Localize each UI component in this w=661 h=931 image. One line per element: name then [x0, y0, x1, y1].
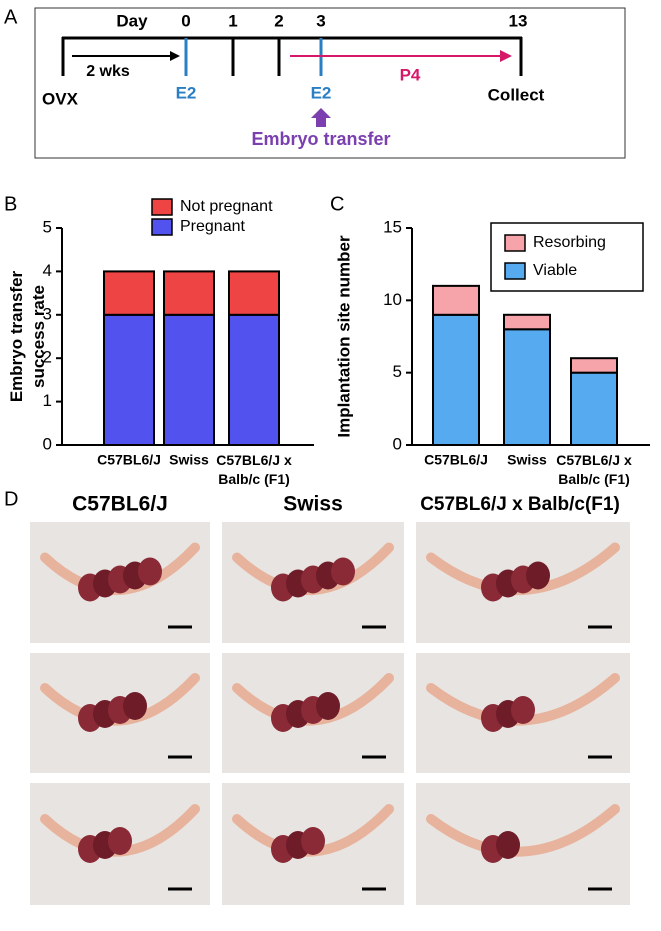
- end-label: Collect: [488, 85, 545, 104]
- bar-segment: [432, 284, 480, 316]
- y-tick-label: 5: [43, 217, 52, 236]
- bar-segment: [570, 371, 618, 446]
- legend-swatch: [504, 234, 526, 252]
- day: 1: [228, 11, 237, 30]
- e2-label: E2: [176, 83, 197, 102]
- interval: 2 wks: [86, 63, 130, 80]
- bar-segment: [228, 313, 280, 446]
- day: 2: [274, 11, 283, 30]
- y-axis-label: Implantation site number: [334, 235, 353, 438]
- day: 3: [316, 11, 325, 30]
- panel-frame: [34, 7, 626, 159]
- uterus: [426, 804, 620, 857]
- chart: 0 5 10 15 Implantation site number C57BL6/J Sw…: [334, 217, 650, 487]
- embryo: [526, 561, 550, 590]
- bar-segment: [432, 313, 480, 446]
- embryo: [123, 692, 147, 720]
- bar-segment: [228, 270, 280, 316]
- embryo: [316, 692, 340, 720]
- y-axis-label: Embryo transfer success rate: [7, 270, 48, 402]
- y-tick-label: 4: [43, 261, 52, 280]
- legend-swatch: [151, 198, 173, 216]
- y-tick-label: 0: [393, 434, 402, 453]
- embryo: [301, 827, 325, 855]
- legend-frame: [490, 222, 644, 292]
- x-tick-label: C57BL6/J x Balb/c (F1): [216, 452, 292, 487]
- y-tick-label: 2: [43, 348, 52, 367]
- photo: [30, 783, 210, 905]
- photo-bg: [416, 783, 630, 905]
- embryo: [138, 557, 162, 586]
- embryo: [331, 557, 355, 586]
- y-tick-label: 15: [383, 217, 402, 236]
- legend-label: Resorbing: [533, 234, 606, 251]
- start-label: OVX: [42, 89, 79, 108]
- photo-header: Swiss: [283, 493, 343, 516]
- day-label: Day: [116, 11, 148, 30]
- legend-label: Pregnant: [180, 218, 245, 235]
- x-tick-label: C57BL6/J: [97, 452, 161, 468]
- x-tick-label: C57BL6/J: [424, 452, 488, 468]
- panel-label: D: [4, 488, 18, 510]
- y-tick-label: 3: [43, 304, 52, 323]
- panel-label: C: [330, 193, 344, 215]
- day: 13: [509, 11, 528, 30]
- photo: [222, 653, 404, 773]
- bar-segment: [503, 313, 551, 331]
- p4-label: P4: [400, 65, 421, 84]
- bar-segment: [103, 270, 155, 316]
- panel-label: B: [4, 193, 17, 215]
- bar-segment: [163, 313, 215, 446]
- bar-segment: [503, 328, 551, 446]
- panel-label: A: [4, 6, 18, 28]
- legend-label: Not pregnant: [180, 198, 273, 215]
- photo-header: C57BL6/J x Balb/c(F1): [420, 494, 620, 515]
- photo-header: C57BL6/J: [72, 493, 168, 516]
- bar-segment: [163, 270, 215, 316]
- timeline: [61, 36, 523, 127]
- e2-label: E2: [311, 83, 332, 102]
- x-tick-label: Swiss: [169, 452, 209, 468]
- legend-label: Viable: [533, 262, 577, 279]
- photo: [416, 783, 630, 905]
- y-tick-label: 10: [383, 290, 402, 309]
- x-tick-label: Swiss: [507, 452, 547, 468]
- chart: 0 1 2 3 4 5 Embryo transfer success rate C57BL6/…: [7, 198, 314, 487]
- photo: [416, 653, 630, 773]
- photo: [30, 522, 210, 643]
- day: 0: [181, 11, 190, 30]
- legend-swatch: [504, 262, 526, 280]
- legend-swatch: [151, 218, 173, 236]
- x-tick-label: C57BL6/J x Balb/c (F1): [556, 452, 632, 487]
- bar-segment: [103, 313, 155, 446]
- y-tick-label: 5: [393, 362, 402, 381]
- bar-segment: [570, 357, 618, 374]
- photo: [222, 783, 404, 905]
- y-tick-label: 0: [43, 434, 52, 453]
- transfer-label: Embryo transfer: [251, 129, 390, 149]
- embryo: [108, 827, 132, 855]
- photo: [30, 653, 210, 773]
- photo: [416, 522, 630, 643]
- y-tick-label: 1: [43, 391, 52, 410]
- embryo: [511, 696, 535, 724]
- photo: [222, 522, 404, 643]
- embryo: [496, 831, 520, 859]
